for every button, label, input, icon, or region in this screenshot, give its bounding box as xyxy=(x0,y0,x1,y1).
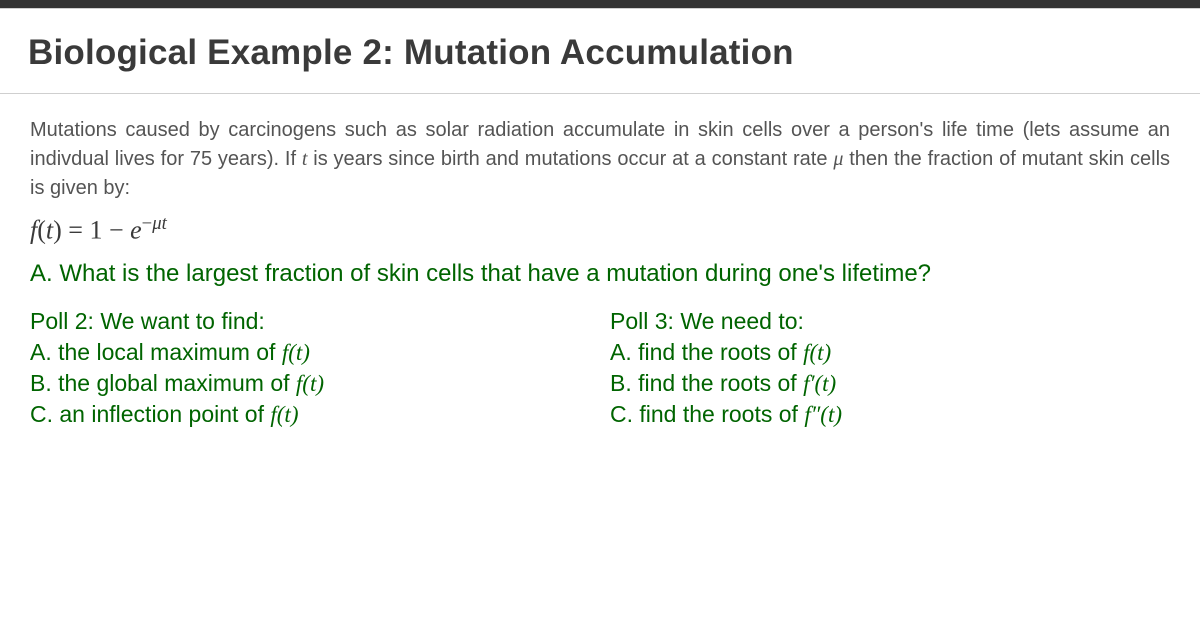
poll-2-b-text: B. the global maximum of xyxy=(30,370,296,396)
poll-3-header: Poll 3: We need to: xyxy=(610,306,1170,337)
poll-2-c-fn: f(t) xyxy=(270,402,298,427)
poll-2-header: Poll 2: We want to find: xyxy=(30,306,590,337)
poll-2-option-a: A. the local maximum of f(t) xyxy=(30,337,590,368)
poll-3-option-c: C. find the roots of f″(t) xyxy=(610,399,1170,430)
poll-3-a-fn: f(t) xyxy=(803,340,831,365)
poll-3-c-text: C. find the roots of xyxy=(610,401,804,427)
formula-mid: ) = 1 − xyxy=(53,216,130,245)
para-part-2: is years since birth and mutations occur… xyxy=(307,148,833,170)
poll-2-b-fn: f(t) xyxy=(296,371,324,396)
poll-3-a-text: A. find the roots of xyxy=(610,339,803,365)
polls-row: Poll 2: We want to find: A. the local ma… xyxy=(30,306,1170,430)
poll-2-option-b: B. the global maximum of f(t) xyxy=(30,368,590,399)
poll-2-a-fn: f(t) xyxy=(282,340,310,365)
formula-open: ( xyxy=(37,216,46,245)
poll-2-option-c: C. an inflection point of f(t) xyxy=(30,399,590,430)
poll-3-b-fn: f′(t) xyxy=(803,371,836,396)
poll-2: Poll 2: We want to find: A. the local ma… xyxy=(30,306,590,430)
poll-3: Poll 3: We need to: A. find the roots of… xyxy=(610,306,1170,430)
title-bar: Biological Example 2: Mutation Accumulat… xyxy=(0,8,1200,94)
exp-minus: − xyxy=(142,213,153,234)
poll-2-c-text: C. an inflection point of xyxy=(30,401,270,427)
exp-mu: μ xyxy=(152,213,161,234)
top-strip xyxy=(0,0,1200,8)
exp-t: t xyxy=(162,213,167,234)
title-main: Mutation Accumulation xyxy=(404,33,794,72)
formula: f(t) = 1 − e−μt xyxy=(30,213,1170,246)
poll-3-b-text: B. find the roots of xyxy=(610,370,803,396)
slide-title: Biological Example 2: Mutation Accumulat… xyxy=(28,33,1172,73)
var-mu: μ xyxy=(833,148,843,170)
intro-paragraph: Mutations caused by carcinogens such as … xyxy=(30,116,1170,203)
poll-3-c-fn: f″(t) xyxy=(804,402,842,427)
poll-2-a-text: A. the local maximum of xyxy=(30,339,282,365)
formula-e: e xyxy=(130,216,142,245)
title-prefix: Biological Example 2: xyxy=(28,33,404,72)
question-a: A. What is the largest fraction of skin … xyxy=(30,260,1170,288)
formula-exponent: −μt xyxy=(142,213,167,234)
slide: Biological Example 2: Mutation Accumulat… xyxy=(0,0,1200,640)
slide-body: Mutations caused by carcinogens such as … xyxy=(0,94,1200,430)
poll-3-option-b: B. find the roots of f′(t) xyxy=(610,368,1170,399)
poll-3-option-a: A. find the roots of f(t) xyxy=(610,337,1170,368)
